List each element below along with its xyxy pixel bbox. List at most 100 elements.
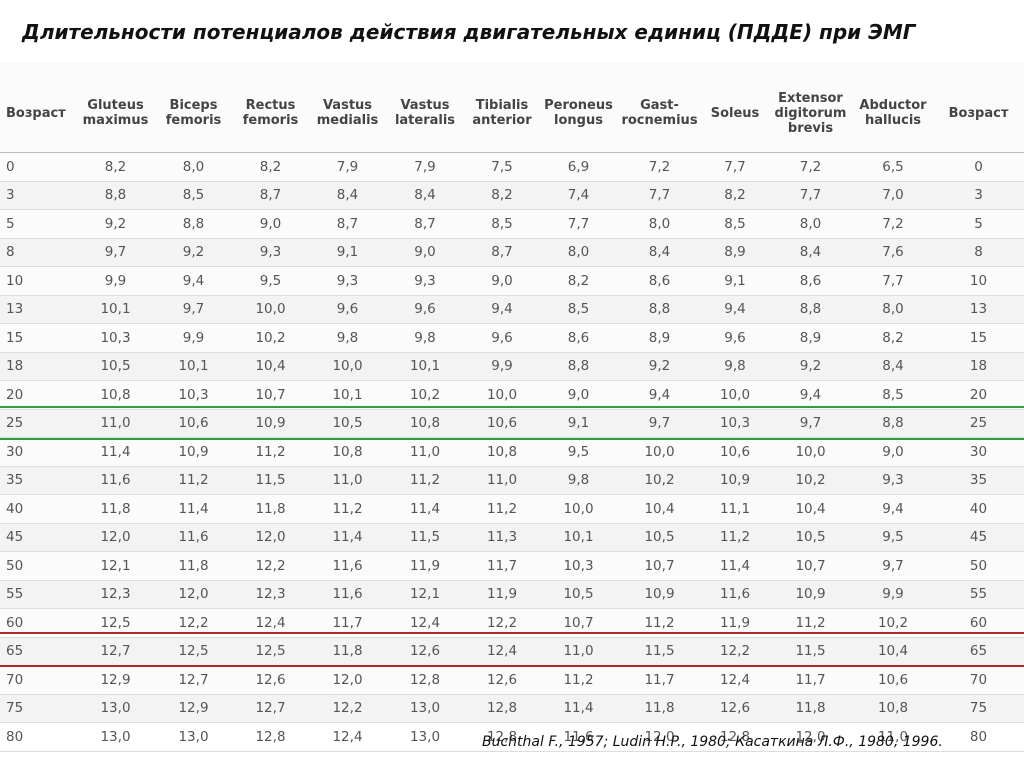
duration-cell: 12,4 xyxy=(309,722,386,752)
column-header-line: maximus xyxy=(82,113,149,128)
duration-cell: 9,0 xyxy=(540,380,617,410)
table-row: 5 9,2 8,8 9,0 8,7 8,7 8,5 7,7 8,0 8,5 8,0 7,2 5 xyxy=(0,209,1024,239)
duration-cell: 8,5 xyxy=(853,380,933,410)
duration-cell: 12,7 xyxy=(76,637,155,666)
duration-cell: 11,6 xyxy=(702,580,768,609)
age-cell: 65 xyxy=(0,637,76,666)
column-header-line: Tibialis xyxy=(475,98,529,113)
duration-cell: 12,1 xyxy=(76,551,155,581)
duration-cell: 11,2 xyxy=(702,523,768,552)
duration-cell: 11,3 xyxy=(464,523,540,552)
duration-cell: 11,6 xyxy=(540,722,617,752)
column-header: Возраст xyxy=(0,74,76,153)
table-row: 40 11,8 11,4 11,8 11,2 11,4 11,2 10,0 10,4 11,1 10… xyxy=(0,494,1024,524)
red-marker-line xyxy=(0,665,1024,667)
duration-cell: 12,6 xyxy=(464,665,540,695)
duration-cell: 8,0 xyxy=(853,295,933,324)
duration-cell: 7,9 xyxy=(386,152,464,182)
age-cell: 5 xyxy=(933,209,1024,239)
duration-cell: 8,5 xyxy=(464,209,540,239)
duration-cell: 11,6 xyxy=(155,523,232,552)
duration-cell: 10,1 xyxy=(386,352,464,381)
duration-cell: 10,5 xyxy=(768,523,853,552)
duration-cell: 9,2 xyxy=(155,238,232,267)
duration-cell: 8,9 xyxy=(617,323,702,353)
duration-cell: 11,0 xyxy=(853,722,933,752)
column-header: Vastus medialis xyxy=(309,74,386,153)
age-cell: 15 xyxy=(933,323,1024,353)
column-header-line: rocnemius xyxy=(621,113,698,128)
duration-cell: 10,9 xyxy=(768,580,853,609)
duration-cell: 10,3 xyxy=(540,551,617,581)
column-header: Gluteus maximus xyxy=(76,74,155,153)
duration-cell: 8,2 xyxy=(464,181,540,210)
page-title: Длительности потенциалов действия двигат… xyxy=(22,20,916,44)
duration-cell: 9,1 xyxy=(540,409,617,438)
duration-cell: 11,2 xyxy=(386,466,464,495)
duration-cell: 11,4 xyxy=(540,694,617,723)
duration-cell: 9,0 xyxy=(853,437,933,467)
duration-cell: 8,2 xyxy=(540,266,617,296)
duration-cell: 11,6 xyxy=(76,466,155,495)
duration-cell: 12,4 xyxy=(464,637,540,666)
duration-cell: 10,0 xyxy=(768,437,853,467)
age-cell: 70 xyxy=(933,665,1024,695)
age-cell: 55 xyxy=(0,580,76,609)
duration-cell: 8,0 xyxy=(617,209,702,239)
duration-cell: 8,5 xyxy=(155,181,232,210)
duration-cell: 12,0 xyxy=(768,722,853,752)
duration-cell: 9,3 xyxy=(232,238,309,267)
duration-cell: 10,6 xyxy=(155,409,232,438)
duration-cell: 10,9 xyxy=(702,466,768,495)
duration-cell: 12,6 xyxy=(702,694,768,723)
duration-cell: 9,1 xyxy=(309,238,386,267)
duration-cell: 11,0 xyxy=(386,437,464,467)
duration-cell: 11,6 xyxy=(309,551,386,581)
duration-cell: 10,0 xyxy=(702,380,768,410)
duration-cell: 13,0 xyxy=(76,694,155,723)
duration-cell: 10,4 xyxy=(768,494,853,524)
column-header-line: Biceps xyxy=(169,98,218,113)
red-marker-line xyxy=(0,632,1024,634)
age-cell: 25 xyxy=(0,409,76,438)
duration-cell: 11,4 xyxy=(309,523,386,552)
duration-cell: 12,2 xyxy=(232,551,309,581)
duration-cell: 7,7 xyxy=(540,209,617,239)
duration-cell: 9,6 xyxy=(309,295,386,324)
duration-cell: 8,8 xyxy=(155,209,232,239)
duration-cell: 12,0 xyxy=(617,722,702,752)
duration-cell: 9,0 xyxy=(232,209,309,239)
table-row: 50 12,1 11,8 12,2 11,6 11,9 11,7 10,3 10,7 11,4 10… xyxy=(0,551,1024,581)
duration-cell: 11,2 xyxy=(540,665,617,695)
duration-cell: 7,7 xyxy=(853,266,933,296)
duration-cell: 10,3 xyxy=(155,380,232,410)
duration-cell: 8,8 xyxy=(76,181,155,210)
duration-cell: 10,6 xyxy=(853,665,933,695)
duration-cell: 9,9 xyxy=(76,266,155,296)
table-row: 20 10,8 10,3 10,7 10,1 10,2 10,0 9,0 9,4 10,0 9,4 8… xyxy=(0,380,1024,410)
age-cell: 10 xyxy=(933,266,1024,296)
duration-cell: 9,8 xyxy=(309,323,386,353)
duration-cell: 9,0 xyxy=(464,266,540,296)
duration-cell: 9,7 xyxy=(617,409,702,438)
duration-cell: 11,4 xyxy=(386,494,464,524)
duration-cell: 8,8 xyxy=(540,352,617,381)
duration-cell: 9,6 xyxy=(702,323,768,353)
duration-cell: 9,3 xyxy=(386,266,464,296)
table-row: 10 9,9 9,4 9,5 9,3 9,3 9,0 8,2 8,6 9,1 8,6 7,7 10 xyxy=(0,266,1024,296)
age-cell: 75 xyxy=(933,694,1024,723)
duration-cell: 11,6 xyxy=(309,580,386,609)
age-cell: 18 xyxy=(933,352,1024,381)
duration-cell: 7,7 xyxy=(702,152,768,182)
duration-cell: 9,0 xyxy=(386,238,464,267)
duration-cell: 7,7 xyxy=(617,181,702,210)
column-header-line: femoris xyxy=(242,113,299,128)
table-row: 30 11,4 10,9 11,2 10,8 11,0 10,8 9,5 10,0 10,6 10,… xyxy=(0,437,1024,467)
duration-cell: 11,7 xyxy=(768,665,853,695)
duration-cell: 9,2 xyxy=(76,209,155,239)
duration-cell: 8,2 xyxy=(232,152,309,182)
duration-cell: 10,2 xyxy=(232,323,309,353)
duration-cell: 10,6 xyxy=(464,409,540,438)
age-cell: 15 xyxy=(0,323,76,353)
duration-cell: 8,2 xyxy=(702,181,768,210)
